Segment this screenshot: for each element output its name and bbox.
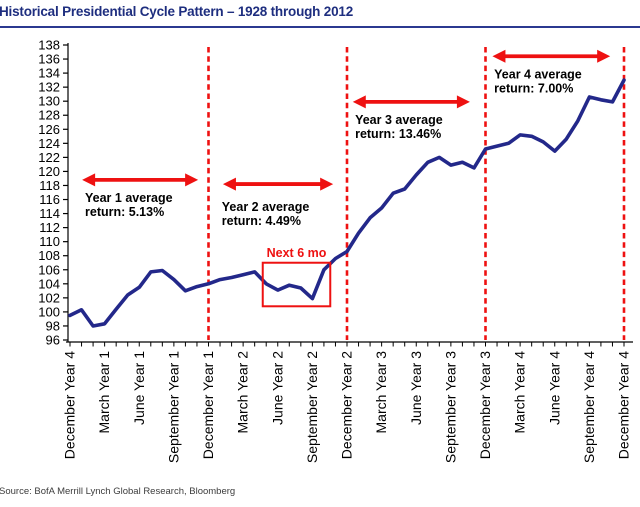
- y-tick-label: 134: [38, 66, 60, 81]
- y-tick-label: 118: [39, 178, 60, 193]
- x-axis-label: December Year 2: [339, 351, 355, 459]
- y-tick-label: 126: [38, 122, 60, 137]
- year-2-arrow-head-left: [222, 177, 236, 191]
- year-3-label-line2: return: 13.46%: [355, 127, 441, 141]
- y-tick-label: 102: [38, 290, 60, 305]
- y-tick-label: 120: [38, 164, 60, 179]
- y-tick-label: 116: [39, 192, 60, 207]
- x-axis-label: June Year 3: [408, 351, 424, 425]
- year-1-arrow-head-right: [185, 173, 199, 187]
- year-4-label-line1: Year 4 average: [494, 67, 582, 81]
- y-tick-label: 128: [38, 108, 60, 123]
- y-tick-label: 130: [38, 94, 60, 109]
- y-tick-label: 96: [46, 333, 60, 348]
- year-4-arrow-head-right: [597, 49, 611, 63]
- y-tick-label: 138: [38, 38, 60, 53]
- x-axis-label: June Year 4: [546, 351, 562, 425]
- next-6-mo-label: Next 6 mo: [267, 246, 327, 260]
- x-axis-label: September Year 4: [581, 351, 597, 463]
- year-1-label-line2: return: 5.13%: [85, 205, 164, 219]
- x-axis-label: September Year 2: [304, 351, 320, 463]
- x-axis-label: September Year 1: [165, 351, 181, 463]
- y-tick-label: 112: [39, 220, 60, 235]
- y-tick-label: 108: [38, 248, 60, 263]
- x-axis-label: March Year 2: [235, 351, 251, 434]
- title-underline: [0, 26, 640, 28]
- y-tick-label: 104: [38, 276, 60, 291]
- year-1-label-line1: Year 1 average: [85, 191, 173, 205]
- x-axis-label: December Year 4: [62, 351, 78, 459]
- x-axis-label: March Year 3: [373, 351, 389, 434]
- year-4-arrow-head-left: [492, 49, 506, 63]
- next-6-mo-box: [261, 261, 332, 308]
- x-axis-label: December Year 1: [200, 351, 216, 459]
- y-tick-label: 100: [38, 304, 60, 319]
- page-title: Historical Presidential Cycle Pattern – …: [0, 4, 353, 19]
- year-3-arrow-head-left: [352, 95, 366, 109]
- y-tick-label: 132: [38, 80, 60, 95]
- x-axis-label: March Year 4: [512, 351, 528, 434]
- x-axis-label: September Year 3: [442, 351, 458, 463]
- source-note: Source: BofA Merrill Lynch Global Resear…: [0, 486, 236, 497]
- year-1-arrow-head-left: [82, 173, 96, 187]
- cycle-index-line: [68, 78, 626, 328]
- year-2-arrow-head-right: [320, 177, 334, 191]
- y-tick-label: 136: [38, 52, 60, 67]
- x-axis-label: June Year 2: [269, 351, 285, 425]
- x-axis-label: December Year 4: [616, 351, 632, 459]
- y-tick-label: 98: [46, 318, 60, 333]
- x-axis-label: December Year 3: [477, 351, 493, 459]
- y-tick-label: 106: [38, 262, 60, 277]
- y-tick-label: 114: [39, 206, 60, 221]
- y-tick-label: 122: [38, 150, 60, 165]
- year-3-label-line1: Year 3 average: [355, 113, 443, 127]
- y-tick-label: 110: [39, 234, 60, 249]
- year-2-label-line2: return: 4.49%: [222, 214, 301, 228]
- x-axis-label: June Year 1: [131, 351, 147, 425]
- y-tick-label: 124: [38, 136, 60, 151]
- year-2-label-line1: Year 2 average: [222, 200, 310, 214]
- year-3-arrow-head-right: [456, 95, 470, 109]
- year-4-label-line2: return: 7.00%: [494, 81, 573, 95]
- x-axis-label: March Year 1: [96, 351, 112, 434]
